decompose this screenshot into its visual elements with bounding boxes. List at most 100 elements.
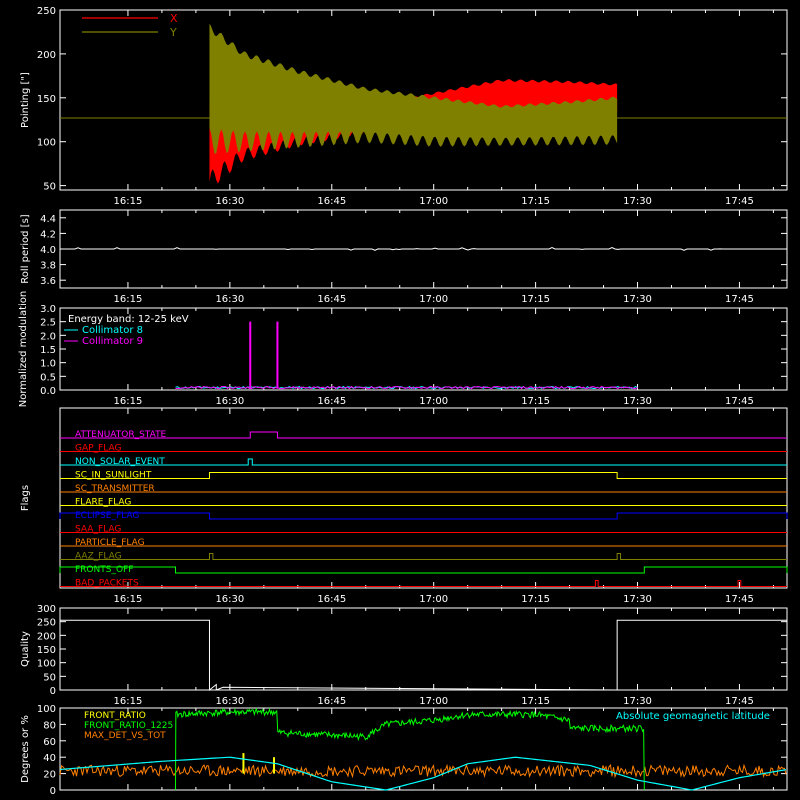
- quality-ytick-label: 200: [37, 631, 56, 642]
- flag-label: ECLIPSE_FLAG: [75, 511, 139, 521]
- flags-xtick-label: 17:00: [419, 594, 448, 605]
- pointing-ytick-label: 200: [37, 50, 56, 61]
- flags-frame: [59, 407, 788, 589]
- flags-xtick-label: 16:30: [215, 594, 244, 605]
- geomag-ytick-label: 20: [43, 770, 56, 781]
- quality-series: [60, 619, 787, 692]
- ylabel: Quality: [20, 631, 31, 667]
- ylabel: Pointing ["]: [20, 72, 31, 128]
- geomag-ytick-label: 0: [50, 786, 56, 797]
- roll-ytick-label: 4.2: [40, 229, 56, 240]
- geomag-ytick-label: 60: [43, 737, 56, 748]
- quality-xtick-label: 17:30: [623, 696, 652, 707]
- flag-label: AAZ_FLAG: [75, 552, 122, 562]
- modulation-legend-label: Collimator 9: [82, 336, 143, 347]
- flag-label: SAA_FLAG: [75, 525, 121, 535]
- roll-ytick-label: 4.0: [40, 245, 56, 256]
- quality-xtick-label: 16:30: [215, 696, 244, 707]
- quality-ytick-label: 150: [37, 645, 56, 656]
- flags-xtick-label: 17:15: [521, 594, 550, 605]
- pointing-xtick-label: 17:45: [725, 196, 754, 207]
- geomag-legend-label: FRONT_RATIO_1225: [84, 721, 173, 731]
- pointing-legend-label: Y: [169, 26, 177, 39]
- flags-xtick-label: 16:15: [114, 594, 143, 605]
- modulation-ytick-label: 1.5: [40, 345, 56, 356]
- modulation-legend-label: Energy band: 12-25 keV: [68, 314, 189, 325]
- front-ratio-1225-series: [175, 707, 645, 791]
- roll-xtick-label: 16:30: [215, 294, 244, 305]
- pointing-xtick-label: 16:30: [215, 196, 244, 207]
- geomag-ytick-label: 80: [43, 720, 56, 731]
- geomag-ytick-label: 100: [37, 704, 56, 715]
- modulation-ytick-label: 0.5: [40, 372, 56, 383]
- pointing-xtick-label: 16:45: [317, 196, 346, 207]
- roll-period-series: [60, 246, 786, 251]
- pointing-xtick-label: 17:30: [623, 196, 652, 207]
- quality-xtick-label: 17:45: [725, 696, 754, 707]
- geomag-ytick-label: 40: [43, 753, 56, 764]
- quality-ytick-label: 300: [37, 604, 56, 615]
- roll-xtick-label: 16:15: [114, 294, 143, 305]
- flags-xtick-label: 17:30: [623, 594, 652, 605]
- geomag-legend-label: MAX_DET_VS_TOT: [84, 731, 166, 741]
- roll-ytick-label: 3.6: [40, 276, 56, 287]
- pointing-frame: [59, 9, 788, 191]
- roll-xtick-label: 17:45: [725, 294, 754, 305]
- flag-series: [60, 553, 787, 560]
- flag-label: FRONTS_OFF: [75, 565, 133, 575]
- ylabel: Degrees or %: [20, 715, 31, 783]
- flag-series: [60, 472, 787, 479]
- collimator-9-series: [175, 385, 638, 390]
- modulation-xtick-label: 17:30: [623, 396, 652, 407]
- quality-xtick-label: 16:45: [317, 696, 346, 707]
- modulation-legend-label: Collimator 8: [82, 325, 143, 336]
- roll-ytick-label: 3.8: [40, 261, 56, 272]
- pointing-xtick-label: 17:15: [521, 196, 550, 207]
- modulation-ytick-label: 0.0: [40, 386, 56, 397]
- flag-label: BAD_PACKETS: [75, 579, 139, 589]
- pointing-xtick-label: 17:00: [419, 196, 448, 207]
- flag-label: SC_TRANSMITTER: [75, 484, 155, 494]
- flag-series: [59, 566, 788, 574]
- roll-xtick-label: 17:15: [521, 294, 550, 305]
- max-det-vs-tot-series: [59, 763, 787, 779]
- quality-ytick-label: 100: [37, 659, 56, 670]
- pointing-ytick-label: 250: [37, 6, 56, 17]
- flag-label: FLARE_FLAG: [75, 498, 131, 508]
- flags-xtick-label: 17:45: [725, 594, 754, 605]
- ylabel: Flags: [20, 485, 31, 511]
- pointing-xtick-label: 16:15: [114, 196, 143, 207]
- quality-xtick-label: 17:15: [521, 696, 550, 707]
- geomag-legend-label: FRONT_RATIO: [84, 711, 146, 721]
- modulation-xtick-label: 17:00: [419, 396, 448, 407]
- quality-xtick-label: 17:00: [419, 696, 448, 707]
- modulation-ytick-label: 2.5: [40, 318, 56, 329]
- modulation-xtick-label: 16:45: [317, 396, 346, 407]
- flag-series: [59, 512, 788, 520]
- modulation-xtick-label: 17:45: [725, 396, 754, 407]
- modulation-xtick-label: 16:15: [114, 396, 143, 407]
- quality-ytick-label: 0: [50, 686, 56, 697]
- flag-series: [60, 431, 787, 439]
- modulation-ytick-label: 2.0: [40, 331, 56, 342]
- flag-label: PARTICLE_FLAG: [75, 538, 145, 548]
- roll-ytick-label: 4.4: [40, 214, 56, 225]
- quality-xtick-label: 16:15: [114, 696, 143, 707]
- modulation-xtick-label: 16:30: [215, 396, 244, 407]
- pointing-ytick-label: 100: [37, 138, 56, 149]
- flag-label: GAP_FLAG: [75, 444, 121, 454]
- flags-xtick-label: 16:45: [317, 594, 346, 605]
- modulation-ytick-label: 1.0: [40, 359, 56, 370]
- pointing-ytick-label: 150: [37, 94, 56, 105]
- ylabel: Normalized modulation: [18, 291, 29, 408]
- roll-xtick-label: 17:30: [623, 294, 652, 305]
- flag-label: SC_IN_SUNLIGHT: [75, 471, 152, 481]
- modulation-xtick-label: 17:15: [521, 396, 550, 407]
- quality-ytick-label: 250: [37, 618, 56, 629]
- flag-label: NON_SOLAR_EVENT: [75, 457, 165, 467]
- geomag-annotation: Absolute geomagnetic latitude: [616, 711, 770, 722]
- flag-series: [60, 580, 787, 587]
- geomag-frame: [59, 707, 788, 791]
- ylabel: Roll period [s]: [20, 214, 31, 283]
